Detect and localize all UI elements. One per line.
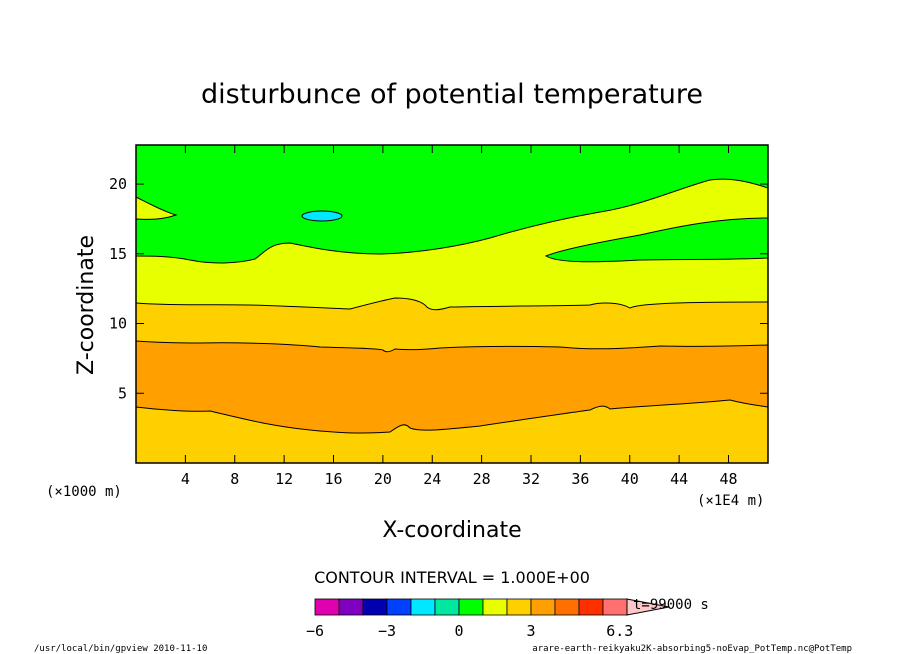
x-tick-label: 40 [621, 470, 639, 488]
colorbar-tick-label: 0 [454, 622, 463, 640]
x-tick-label: 4 [181, 470, 190, 488]
contour-fill-green [135, 144, 769, 264]
x-unit-right: (×1E4 m) [697, 493, 764, 509]
plot-frame [135, 144, 769, 464]
x-tick-label: 8 [230, 470, 239, 488]
time-label: t=99000 s [633, 597, 709, 613]
contour-fill-cyan [301, 210, 343, 222]
colorbar-cell [458, 598, 484, 616]
x-tick-label: 36 [571, 470, 589, 488]
y-tick-label: 5 [118, 384, 127, 402]
colorbar-arrow [626, 598, 670, 616]
colorbar-cell [554, 598, 580, 616]
x-tick-label: 12 [275, 470, 293, 488]
x-tick-label: 44 [670, 470, 688, 488]
footer-left: /usr/local/bin/gpview 2010-11-10 [34, 644, 207, 654]
colorbar-tick-label: 3 [526, 622, 535, 640]
colorbar-cell [410, 598, 436, 616]
colorbar: −6 −3 0 3 6.3 [306, 598, 670, 640]
y-tick-label: 10 [109, 315, 127, 333]
colorbar-cell [314, 598, 340, 616]
y-axis-ticks: 5 10 15 20 [109, 175, 768, 402]
y-tick-label: 20 [109, 175, 127, 193]
x-axis-ticks: 4 8 12 16 20 24 28 32 36 40 44 48 [181, 145, 738, 488]
x-tick-label: 20 [374, 470, 392, 488]
x-tick-label: 28 [473, 470, 491, 488]
colorbar-cell [338, 598, 364, 616]
x-tick-label: 16 [324, 470, 342, 488]
colorbar-cell [602, 598, 628, 616]
y-axis-label: Z-coordinate [74, 235, 99, 375]
colorbar-cell [530, 598, 556, 616]
colorbar-cell [362, 598, 388, 616]
contour-interval-label: CONTOUR INTERVAL = 1.000E+00 [314, 568, 590, 587]
footer-right: arare-earth-reikyaku2K-absorbing5-noEvap… [532, 644, 852, 654]
colorbar-tick-label: −6 [306, 622, 324, 640]
x-axis-label: X-coordinate [382, 518, 521, 543]
chart-title: disturbunce of potential temperature [201, 79, 703, 110]
x-unit-left: (×1000 m) [46, 484, 122, 500]
x-tick-label: 32 [522, 470, 540, 488]
colorbar-cell [386, 598, 412, 616]
colorbar-cell [506, 598, 532, 616]
colorbar-cell [434, 598, 460, 616]
colorbar-cell [482, 598, 508, 616]
contour-fill-orange [135, 340, 769, 434]
x-tick-label: 24 [423, 470, 441, 488]
colorbar-tick-label: 6.3 [606, 622, 633, 640]
colorbar-tick-label: −3 [378, 622, 396, 640]
colorbar-cell [578, 598, 604, 616]
y-tick-label: 15 [109, 245, 127, 263]
x-tick-label: 48 [719, 470, 737, 488]
